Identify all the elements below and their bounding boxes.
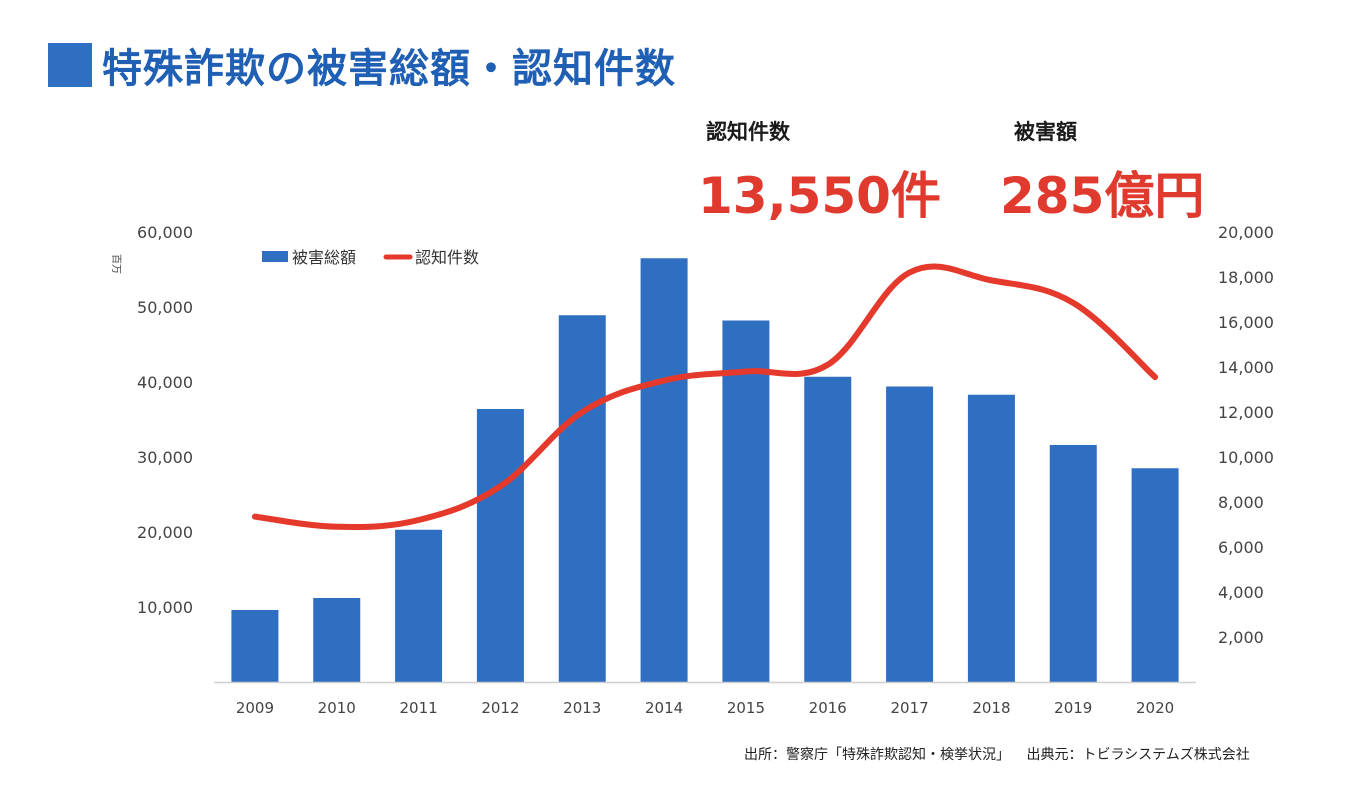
x-tick-label: 2018: [972, 699, 1010, 717]
left-tick-label: 20,000: [137, 523, 193, 542]
x-tick-label: 2013: [563, 699, 601, 717]
right-tick-label: 16,000: [1218, 313, 1274, 332]
x-axis: 2009 2010 2011 2012 2013 2014 2015 2016 2017 2018…: [214, 681, 1196, 717]
bar: [1131, 468, 1179, 682]
bar: [640, 258, 688, 682]
x-tick-label: 2015: [727, 699, 765, 717]
x-tick-label: 2009: [236, 699, 274, 717]
left-tick-label: 50,000: [137, 298, 193, 317]
page-title: 特殊詐欺の被害総額・認知件数: [102, 46, 676, 92]
count-stat-label: 認知件数: [706, 120, 790, 144]
bar: [886, 386, 934, 682]
right-tick-label: 14,000: [1218, 358, 1274, 377]
title-block: 特殊詐欺の被害総額・認知件数: [48, 36, 676, 94]
count-stat-value: 13,550件: [698, 167, 941, 225]
right-tick-label: 10,000: [1218, 448, 1274, 467]
x-tick-label: 2020: [1136, 699, 1174, 717]
left-axis-unit-label: 百万: [110, 254, 122, 274]
x-tick-label: 2014: [645, 699, 683, 717]
bar: [722, 320, 770, 682]
footer: 出所：警察庁「特殊詐欺認知・検挙状況」 出典元：トビラシステムズ株式会社: [744, 744, 1262, 764]
amount-stat-value: 285億円: [1000, 167, 1205, 225]
bar: [804, 376, 852, 682]
line-series-path: [251, 263, 1159, 530]
legend-bar-label: 被害総額: [292, 248, 356, 267]
left-tick-label: 30,000: [137, 448, 193, 467]
right-tick-label: 18,000: [1218, 268, 1274, 287]
right-axis: 2,000 4,000 6,000 8,000 10,000 12,000 14,000 16…: [1218, 223, 1274, 647]
legend-line-label: 認知件数: [415, 248, 479, 267]
bar: [967, 394, 1015, 682]
left-tick-label: 60,000: [137, 223, 193, 242]
x-tick-label: 2012: [481, 699, 519, 717]
source-note: 出所：警察庁「特殊詐欺認知・検挙状況」: [744, 747, 1010, 763]
x-tick-label: 2010: [318, 699, 356, 717]
legend: 被害総額 認知件数: [262, 248, 479, 267]
legend-bar-swatch: [262, 251, 288, 262]
right-tick-label: 6,000: [1218, 538, 1264, 557]
bar-series: [231, 258, 1179, 682]
line-series: [251, 263, 1159, 530]
bar: [476, 409, 524, 682]
right-tick-label: 4,000: [1218, 583, 1264, 602]
left-tick-label: 40,000: [137, 373, 193, 392]
bar: [231, 610, 279, 682]
bar: [1049, 445, 1097, 682]
right-tick-label: 20,000: [1218, 223, 1274, 242]
bar: [558, 315, 606, 682]
x-tick-label: 2011: [399, 699, 437, 717]
left-tick-label: 10,000: [137, 598, 193, 617]
right-tick-label: 12,000: [1218, 403, 1274, 422]
credit-note: 出典元：トビラシステムズ株式会社: [1026, 747, 1250, 763]
right-tick-label: 2,000: [1218, 628, 1264, 647]
bar: [313, 598, 361, 682]
bar: [395, 529, 443, 682]
amount-stat-label: 被害額: [1014, 120, 1077, 144]
left-axis: 10,000 20,000 30,000 40,000 50,000 60,000 百万: [110, 223, 193, 617]
title-square-icon: [48, 43, 92, 87]
x-tick-label: 2016: [809, 699, 847, 717]
x-tick-label: 2017: [890, 699, 928, 717]
x-tick-label: 2019: [1054, 699, 1092, 717]
right-tick-label: 8,000: [1218, 493, 1264, 512]
